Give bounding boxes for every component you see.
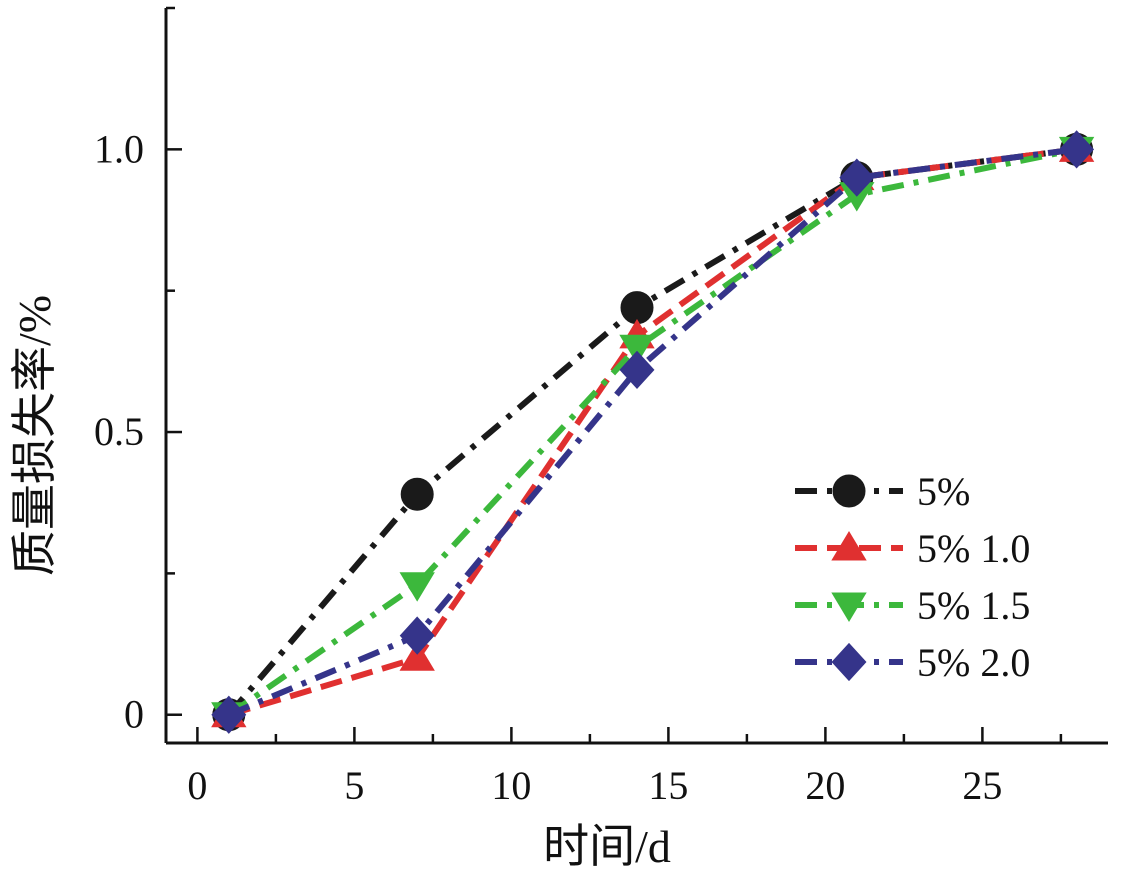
x-tick-label: 10 <box>491 763 531 808</box>
series-line <box>227 146 1078 718</box>
data-point <box>619 334 655 365</box>
x-tick-label: 25 <box>962 763 1002 808</box>
series-layer <box>211 130 1095 734</box>
data-point <box>1059 130 1095 169</box>
plot-area: 0 5 10 15 20 25 0 0.5 1.0 <box>94 6 1108 808</box>
x-tick-label: 15 <box>648 763 688 808</box>
y-axis-title: 质量损失率/% <box>9 295 60 576</box>
legend-label: 5% 2.0 <box>917 640 1030 685</box>
legend-label: 5% 1.0 <box>917 526 1030 571</box>
legend-marker <box>831 592 867 622</box>
data-point <box>211 695 247 734</box>
data-point <box>399 572 435 602</box>
data-point <box>399 616 435 655</box>
legend-entry: 5% 1.0 <box>795 526 1030 571</box>
y-tick-label: 1.0 <box>94 126 144 171</box>
x-axis-ticks: 0 5 10 15 20 25 <box>187 727 1063 808</box>
legend-label: 5% 1.5 <box>917 583 1030 628</box>
data-point <box>619 350 655 389</box>
data-point <box>839 158 875 197</box>
x-axis-title: 时间/d <box>543 821 671 872</box>
data-point <box>399 641 435 671</box>
y-axis-ticks: 0 0.5 1.0 <box>94 6 182 737</box>
y-tick-label: 0 <box>124 692 144 737</box>
legend-label: 5% <box>917 469 970 514</box>
legend-marker <box>831 531 867 561</box>
data-point <box>400 477 434 511</box>
x-tick-label: 5 <box>344 763 364 808</box>
series-4 <box>211 130 1095 734</box>
legend-marker <box>832 474 866 508</box>
legend-entry: 5% 2.0 <box>795 640 1030 685</box>
series-2 <box>211 132 1095 728</box>
x-tick-label: 0 <box>187 763 207 808</box>
legend: 5% 5% 1.0 5% 1.5 5% 2.0 <box>795 469 1030 685</box>
legend-entry: 5% <box>795 469 970 514</box>
x-tick-label: 20 <box>805 763 845 808</box>
data-point <box>620 291 654 325</box>
legend-entry: 5% 1.5 <box>795 583 1030 628</box>
y-tick-label: 0.5 <box>94 409 144 454</box>
legend-marker <box>831 642 867 682</box>
